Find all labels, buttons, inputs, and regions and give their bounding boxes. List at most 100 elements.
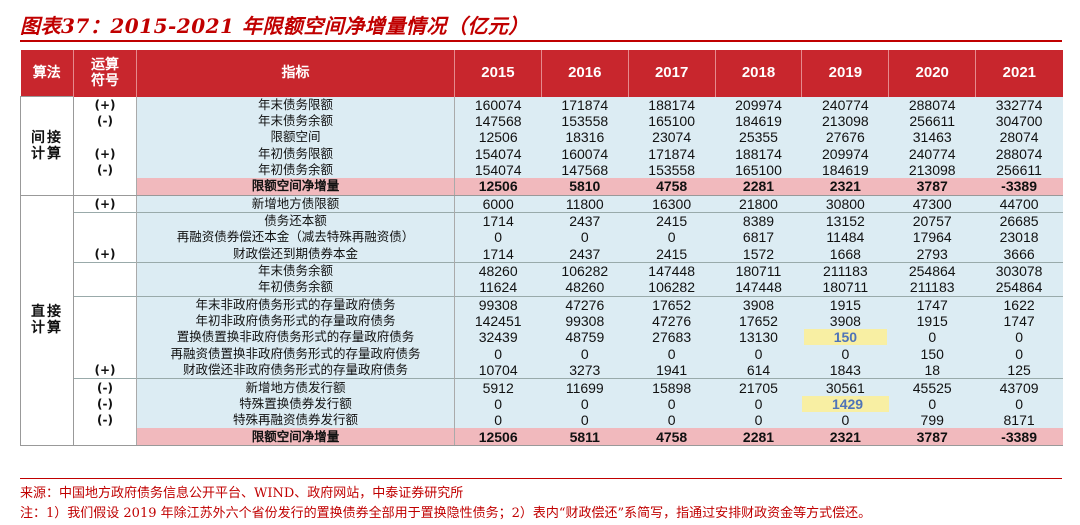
value-cell: 2437: [541, 245, 629, 263]
table-row: 再融资债置换非政府债务形式的存量政府债务 0 0 0 0 0 150 0: [21, 345, 1063, 362]
value-cell: 2415: [628, 211, 716, 230]
value-cell: 0: [628, 412, 716, 429]
value-cell: 0: [454, 412, 542, 429]
value-cell: 256611: [888, 112, 976, 130]
table-row: (-) 新增地方债发行额 5912 11699 15898 21705 30561 45525…: [21, 378, 1063, 396]
value-cell: 1572: [715, 245, 802, 263]
value-cell: 150: [801, 329, 889, 346]
value-cell: 23018: [975, 229, 1063, 246]
indicator-cell: 年末非政府债务形式的存量政府债务: [136, 295, 455, 313]
operator-cell: (-): [73, 112, 137, 130]
value-cell: 16300: [628, 194, 716, 213]
table-row: 年初债务余额 11624 48260 106282 147448 180711 211183…: [21, 279, 1063, 297]
operator-cell: [73, 178, 137, 196]
value-cell: 32439: [454, 329, 542, 346]
value-cell: 1915: [801, 295, 889, 313]
indicator-cell: 年末债务限额: [136, 96, 455, 113]
value-cell: 211183: [801, 261, 889, 280]
value-cell: 154074: [454, 161, 542, 179]
operator-cell: [73, 129, 137, 146]
value-cell: 213098: [888, 161, 976, 179]
indicator-cell: 年末债务余额: [136, 261, 455, 280]
header-alg: 算法: [20, 50, 74, 97]
value-cell: 0: [541, 395, 629, 413]
value-cell: 254864: [888, 261, 976, 280]
table-row: (+) 年初债务限额 154074 160074 171874 188174 209974 2…: [21, 145, 1063, 162]
value-cell: 43709: [975, 378, 1063, 396]
value-cell: -3389: [975, 178, 1063, 196]
value-cell: 332774: [975, 96, 1063, 113]
value-cell: 3787: [888, 428, 976, 446]
value-cell: 240774: [888, 145, 976, 162]
table-row: 年初非政府债务形式的存量政府债务 142451 99308 47276 17652 390…: [21, 312, 1063, 330]
value-cell: 28074: [975, 129, 1063, 146]
table-row: (-) 特殊置换债券发行额 0 0 0 0 1429 0 0: [21, 395, 1063, 413]
header-year: 2018: [715, 50, 803, 97]
value-cell: 5811: [541, 428, 629, 446]
header-year: 2017: [628, 50, 716, 97]
indicator-cell: 限额空间净增量: [136, 178, 455, 196]
value-cell: 1622: [975, 295, 1063, 313]
value-cell: 171874: [628, 145, 716, 162]
value-cell: 8389: [715, 211, 802, 230]
value-cell: 240774: [801, 96, 889, 113]
indicator-cell: 特殊再融资债券发行额: [136, 412, 455, 429]
table-row: (+) 财政偿还到期债券本金 1714 2437 2415 1572 1668 2793 366…: [21, 245, 1063, 263]
value-cell: 1429: [801, 395, 889, 413]
value-cell: 0: [888, 329, 976, 346]
value-cell: 0: [628, 229, 716, 246]
indicator-cell: 再融资债券偿还本金（减去特殊再融资债）: [136, 229, 455, 246]
value-cell: 10704: [454, 362, 542, 379]
value-cell: 17652: [628, 295, 716, 313]
value-cell: 27683: [628, 329, 716, 346]
value-cell: 99308: [541, 312, 629, 330]
table-row: 再融资债券偿还本金（减去特殊再融资债） 0 0 0 6817 11484 17964 2301…: [21, 229, 1063, 246]
value-cell: 153558: [541, 112, 629, 130]
value-cell: 153558: [628, 161, 716, 179]
value-cell: 209974: [801, 145, 889, 162]
table-row: 间接 计算 (+) 年末债务限额 160074 171874 188174 209974 24…: [20, 96, 1063, 196]
operator-cell: (-): [73, 412, 137, 429]
value-cell: 1714: [454, 211, 542, 230]
header-year: 2020: [888, 50, 977, 97]
value-cell: 11699: [541, 378, 629, 396]
value-cell: 3666: [975, 245, 1063, 263]
value-cell: 12506: [454, 428, 542, 446]
value-cell: 2793: [888, 245, 976, 263]
indicator-cell: 财政偿还到期债券本金: [136, 245, 455, 263]
operator-cell: [73, 229, 137, 246]
value-cell: 13130: [715, 329, 802, 346]
value-cell: 2321: [801, 178, 889, 196]
value-cell: 0: [541, 229, 629, 246]
value-cell: 17964: [888, 229, 976, 246]
value-cell: 5810: [541, 178, 629, 196]
value-cell: 48260: [541, 279, 629, 297]
header-year: 2021: [975, 50, 1063, 97]
table-row: 限额空间净增量 12506 5810 4758 2281 2321 3787 -3389: [21, 178, 1063, 196]
value-cell: 1668: [801, 245, 889, 263]
value-cell: 0: [454, 229, 542, 246]
table-row: 年末非政府债务形式的存量政府债务 99308 47276 17652 3908 1915 1…: [21, 295, 1063, 313]
value-cell: 6817: [715, 229, 802, 246]
value-cell: 0: [541, 412, 629, 429]
indicator-cell: 限额空间净增量: [136, 428, 455, 446]
value-cell: 165100: [628, 112, 716, 130]
operator-cell: [73, 329, 137, 346]
value-cell: 8171: [975, 412, 1063, 429]
value-cell: 799: [888, 412, 976, 429]
value-cell: 11800: [541, 194, 629, 213]
value-cell: 48759: [541, 329, 629, 346]
operator-cell: (+): [73, 145, 137, 162]
value-cell: 288074: [975, 145, 1063, 162]
value-cell: 3908: [801, 312, 889, 330]
value-cell: 0: [715, 345, 802, 362]
value-cell: 2321: [801, 428, 889, 446]
value-cell: 11484: [801, 229, 889, 246]
operator-cell: (-): [73, 395, 137, 413]
indicator-cell: 置换债置换非政府债务形式的存量政府债务: [136, 329, 455, 346]
value-cell: 0: [628, 395, 716, 413]
value-cell: 26685: [975, 211, 1063, 230]
source-note: 来源：中国地方政府债务信息公开平台、WIND、政府网站，中泰证券研究所: [20, 486, 464, 501]
indicator-cell: 年初债务余额: [136, 161, 455, 179]
limit-space-table: 算法 运算 符号 指标 2015 2016 2017 2018 2019 202…: [20, 50, 1063, 446]
